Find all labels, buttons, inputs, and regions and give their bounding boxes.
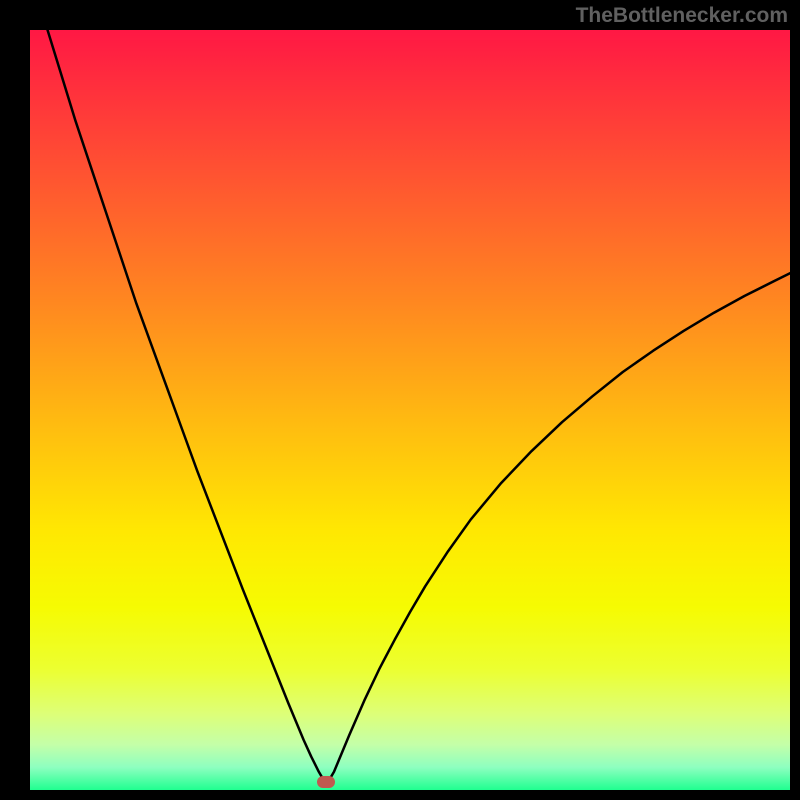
curve-layer [30, 30, 790, 790]
minimum-marker [317, 776, 335, 788]
plot-area [30, 30, 790, 790]
chart-container: TheBottlenecker.com [0, 0, 800, 800]
watermark-text: TheBottlenecker.com [576, 4, 788, 28]
bottleneck-curve [30, 30, 790, 781]
